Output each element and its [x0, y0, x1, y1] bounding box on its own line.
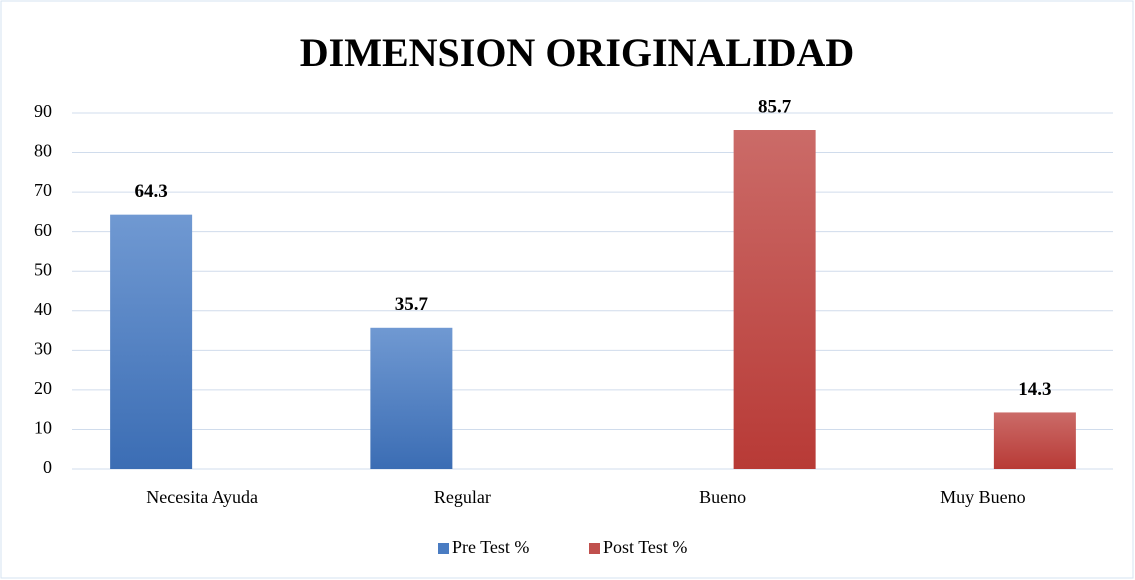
data-label: 14.3: [1018, 379, 1051, 400]
y-tick-label: 20: [34, 378, 52, 398]
y-tick-label: 0: [43, 457, 52, 477]
y-tick-label: 50: [34, 259, 52, 279]
y-tick-label: 40: [34, 299, 52, 319]
x-tick-label: Regular: [434, 487, 491, 507]
chart-title: DIMENSION ORIGINALIDAD: [300, 30, 855, 75]
y-tick-label: 30: [34, 338, 52, 358]
x-tick-label: Bueno: [699, 487, 746, 507]
data-label: 35.7: [395, 294, 429, 315]
x-tick-label: Necesita Ayuda: [146, 487, 258, 507]
y-tick-label: 10: [34, 418, 52, 438]
bar: [993, 412, 1076, 469]
legend-label: Post Test %: [603, 537, 687, 557]
legend-swatch: [589, 543, 600, 554]
x-tick-label: Muy Bueno: [940, 487, 1026, 507]
y-tick-label: 90: [34, 101, 52, 121]
data-label: 85.7: [758, 96, 792, 117]
y-tick-label: 80: [34, 141, 52, 161]
y-tick-label: 70: [34, 180, 52, 200]
y-tick-label: 60: [34, 220, 52, 240]
bar: [110, 214, 193, 469]
bar: [370, 327, 453, 469]
data-label: 64.3: [135, 181, 168, 202]
legend-swatch: [438, 543, 449, 554]
bar: [733, 130, 816, 469]
legend-label: Pre Test %: [452, 537, 529, 557]
